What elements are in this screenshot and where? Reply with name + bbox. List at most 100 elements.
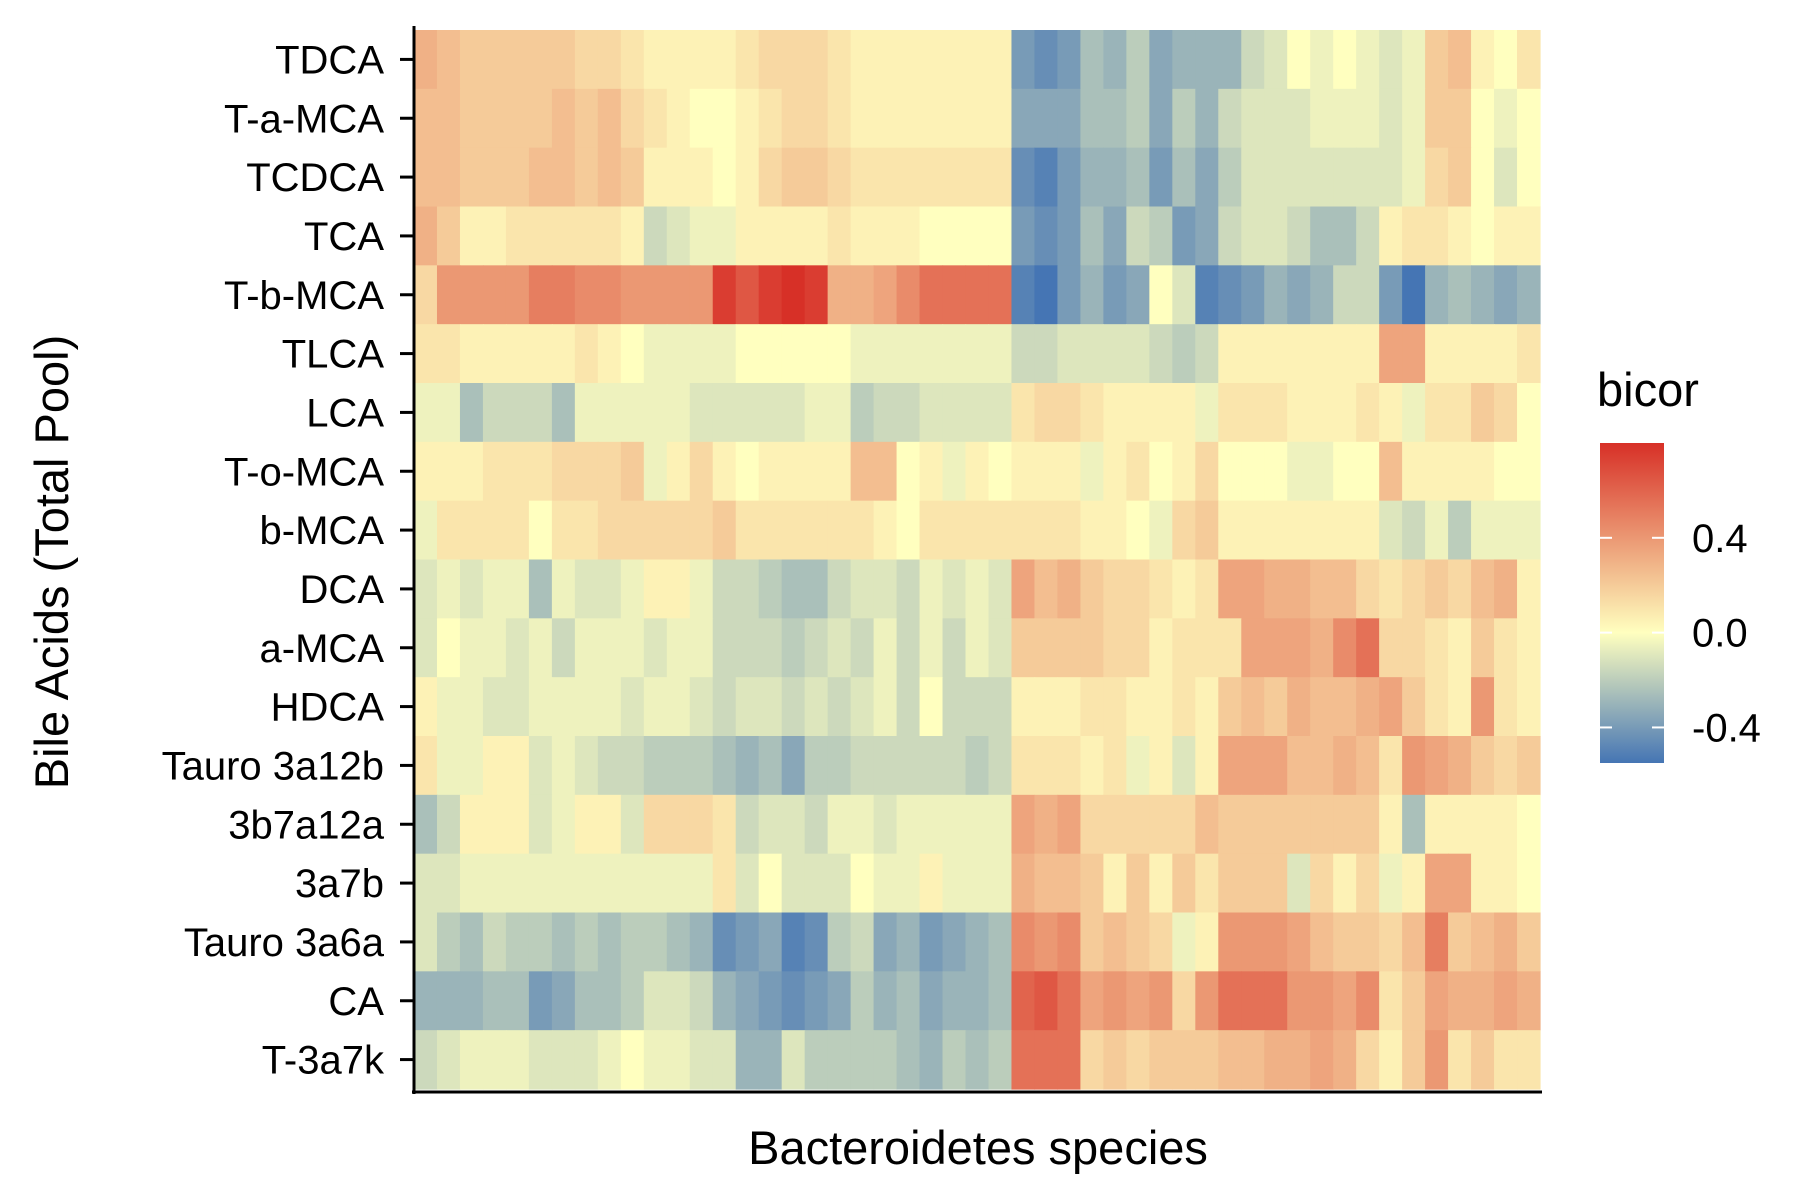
heatmap-cell: [827, 1030, 852, 1090]
heatmap-cell: [1034, 500, 1059, 561]
heatmap-cell: [1195, 265, 1219, 325]
heatmap-cell: [528, 618, 553, 678]
heatmap-cell: [505, 912, 530, 972]
heatmap-cell: [414, 206, 438, 266]
heatmap-cell: [1057, 324, 1082, 384]
heatmap-cell: [1080, 206, 1104, 266]
heatmap-cell: [781, 853, 806, 914]
heatmap-cell: [827, 324, 852, 384]
heatmap-cell: [436, 30, 461, 90]
heatmap-cell: [758, 500, 783, 561]
heatmap-cell: [1333, 736, 1357, 796]
heatmap-cell: [1103, 30, 1127, 90]
heatmap-cell: [459, 265, 484, 325]
heatmap-cell: [781, 324, 806, 384]
heatmap-cell: [482, 441, 507, 502]
heatmap-cell: [689, 794, 714, 855]
heatmap-cell: [1195, 736, 1219, 796]
heatmap-cell: [1310, 1030, 1334, 1090]
heatmap-cell: [1172, 736, 1196, 796]
heatmap-cell: [1517, 794, 1541, 855]
heatmap-cell: [597, 500, 622, 561]
heatmap-cell: [1103, 206, 1127, 266]
heatmap-cell: [965, 265, 990, 325]
heatmap-cell: [1241, 736, 1265, 796]
heatmap-cell: [988, 30, 1013, 90]
heatmap-cell: [505, 500, 530, 561]
heatmap-cell: [1402, 265, 1426, 325]
heatmap-cell: [781, 441, 806, 502]
heatmap-cell: [551, 736, 576, 796]
heatmap-cell: [1057, 500, 1082, 561]
heatmap-cell: [482, 383, 507, 443]
heatmap-cell: [505, 794, 530, 855]
heatmap-cell: [827, 265, 852, 325]
heatmap-cell: [873, 265, 898, 325]
heatmap-cell: [1103, 853, 1127, 914]
heatmap-cell: [414, 500, 438, 561]
heatmap-cell: [482, 559, 507, 619]
heatmap-cell: [414, 912, 438, 972]
heatmap-cell: [1517, 324, 1541, 384]
heatmap-cell: [1126, 206, 1150, 266]
heatmap-cell: [528, 853, 553, 914]
heatmap-cell: [620, 912, 645, 972]
heatmap-cell: [712, 618, 737, 678]
heatmap-cell: [459, 559, 484, 619]
heatmap-cell: [1126, 559, 1150, 619]
heatmap-cell: [1471, 853, 1495, 914]
heatmap-cell: [597, 794, 622, 855]
heatmap-cell: [1333, 147, 1357, 208]
heatmap-cell: [1195, 206, 1219, 266]
heatmap-cell: [666, 500, 691, 561]
heatmap-cell: [1195, 618, 1219, 678]
heatmap-cell: [1287, 677, 1311, 737]
heatmap-cell: [1356, 853, 1380, 914]
heatmap-cell: [482, 500, 507, 561]
heatmap-cell: [551, 677, 576, 737]
heatmap-cell: [551, 559, 576, 619]
heatmap-cell: [1011, 147, 1036, 208]
heatmap-cell: [781, 88, 806, 149]
heatmap-cell: [965, 559, 990, 619]
heatmap-cell: [1471, 147, 1495, 208]
heatmap-cell: [436, 147, 461, 208]
heatmap-cell: [1126, 500, 1150, 561]
heatmap-cell: [896, 853, 921, 914]
heatmap-cell: [689, 30, 714, 90]
heatmap-cell: [1057, 618, 1082, 678]
heatmap-cell: [1103, 500, 1127, 561]
heatmap-cell: [689, 853, 714, 914]
heatmap-cell: [1264, 441, 1288, 502]
heatmap-cell: [1448, 677, 1472, 737]
heatmap-cell: [1425, 500, 1449, 561]
heatmap-cell: [1241, 500, 1265, 561]
heatmap-cell: [1310, 677, 1334, 737]
heatmap-cell: [459, 383, 484, 443]
heatmap-cell: [1149, 88, 1173, 149]
heatmap-cell: [1402, 618, 1426, 678]
heatmap-cell: [850, 794, 875, 855]
heatmap-cell: [942, 383, 967, 443]
heatmap-cell: [735, 30, 760, 90]
heatmap-cell: [1448, 853, 1472, 914]
heatmap-cell: [1425, 971, 1449, 1031]
heatmap-cell: [781, 383, 806, 443]
heatmap-cell: [1287, 324, 1311, 384]
heatmap-cell: [1425, 1030, 1449, 1090]
heatmap-cell: [689, 618, 714, 678]
heatmap-cell: [1241, 206, 1265, 266]
heatmap-cell: [597, 383, 622, 443]
heatmap-cell: [873, 618, 898, 678]
heatmap-cell: [1149, 147, 1173, 208]
heatmap-cell: [1149, 912, 1173, 972]
heatmap-cell: [459, 618, 484, 678]
heatmap-cell: [919, 147, 944, 208]
heatmap-cell: [735, 677, 760, 737]
heatmap-cell: [1287, 618, 1311, 678]
heatmap-cell: [689, 971, 714, 1031]
heatmap-cell: [1517, 971, 1541, 1031]
heatmap-cell: [1310, 971, 1334, 1031]
heatmap-cell: [942, 618, 967, 678]
